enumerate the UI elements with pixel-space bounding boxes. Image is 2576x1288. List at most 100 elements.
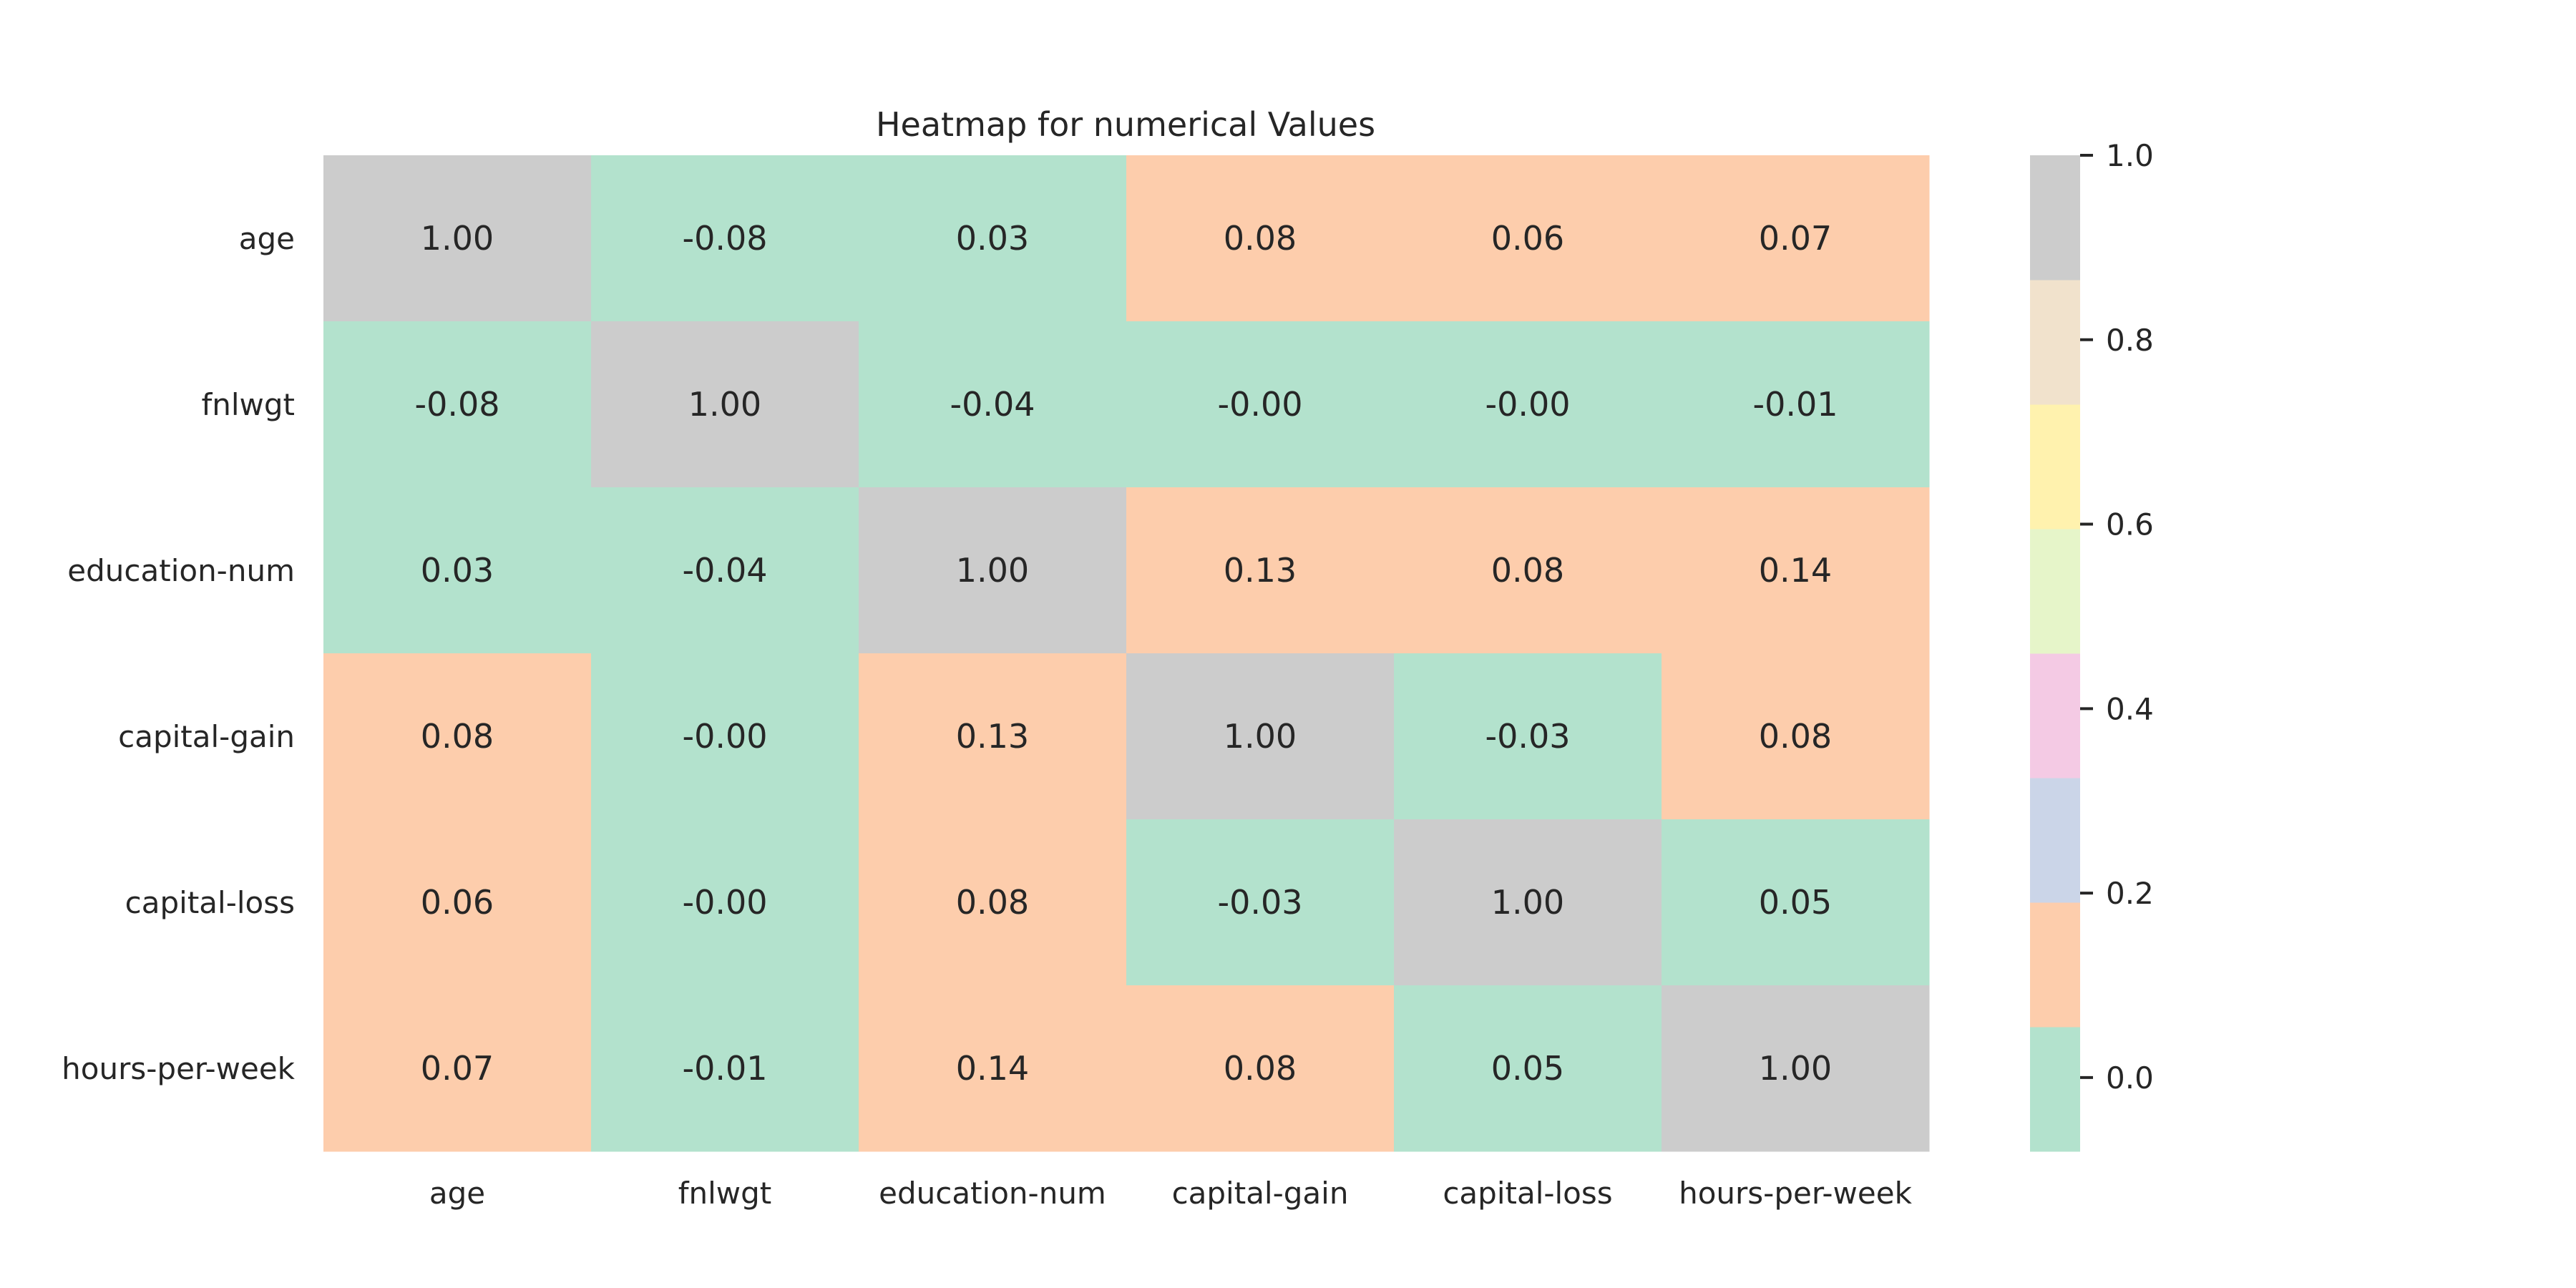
heatmap-cell <box>591 155 859 322</box>
chart-title: Heatmap for numerical Values <box>876 105 1375 144</box>
cell-value-label: 1.00 <box>1759 1049 1832 1088</box>
cell-value-label: 0.14 <box>956 1049 1029 1088</box>
colorbar-tick-label: 0.6 <box>2106 507 2154 542</box>
heatmap-cell <box>323 487 592 654</box>
y-tick-label: education-num <box>67 553 295 588</box>
colorbar-segment <box>2030 529 2080 654</box>
cell-value-label: 0.13 <box>956 717 1029 756</box>
heatmap-cell <box>859 155 1127 322</box>
heatmap-cell <box>859 653 1127 820</box>
heatmap-cell <box>323 321 592 488</box>
y-axis-tick-labels: age fnlwgt education-num capital-gain capita… <box>62 221 296 1086</box>
heatmap-cell <box>323 819 592 986</box>
heatmap-cell <box>591 653 859 820</box>
heatmap-cell <box>1662 487 1930 654</box>
heatmap-cells <box>323 155 1930 1152</box>
colorbar-segment <box>2030 404 2080 530</box>
heatmap-cell <box>323 155 592 322</box>
cell-value-label: 0.08 <box>421 717 494 756</box>
cell-value-label: 0.08 <box>1759 717 1832 756</box>
y-tick-label: age <box>239 221 295 256</box>
cell-value-label: -0.01 <box>682 1049 767 1088</box>
heatmap-cell <box>1394 487 1662 654</box>
cell-value-label: 0.14 <box>1759 551 1832 590</box>
heatmap-cell <box>1662 985 1930 1152</box>
cell-value-label: -0.00 <box>682 883 767 922</box>
colorbar-tick-label: 0.4 <box>2106 691 2154 726</box>
cell-value-label: -0.08 <box>682 219 767 258</box>
colorbar-segment <box>2030 778 2080 903</box>
cell-value-label: -0.00 <box>682 717 767 756</box>
colorbar-tick-label: 0.8 <box>2106 323 2154 358</box>
colorbar-segment <box>2030 1027 2080 1152</box>
cell-value-label: 1.00 <box>421 219 494 258</box>
colorbar-tick-label: 0.0 <box>2106 1060 2154 1096</box>
heatmap-cell-labels: 1.00 -0.08 0.03 0.08 0.06 0.07 -0.08 1.00 -0.04 -… <box>414 219 1838 1088</box>
heatmap-cell <box>1126 487 1395 654</box>
heatmap-cell <box>1394 819 1662 986</box>
heatmap-cell <box>859 487 1127 654</box>
colorbar-segment <box>2030 155 2080 280</box>
cell-value-label: -0.04 <box>950 385 1035 424</box>
heatmap-cell <box>859 321 1127 488</box>
heatmap-cell <box>1126 985 1395 1152</box>
cell-value-label: 1.00 <box>1224 717 1297 756</box>
heatmap-cell <box>1662 653 1930 820</box>
y-tick-label: capital-loss <box>125 885 295 920</box>
x-tick-label: capital-gain <box>1172 1176 1349 1211</box>
cell-value-label: 0.05 <box>1491 1049 1564 1088</box>
cell-value-label: -0.04 <box>682 551 767 590</box>
heatmap-cell <box>1662 321 1930 488</box>
cell-value-label: 0.03 <box>421 551 494 590</box>
heatmap-cell <box>1394 321 1662 488</box>
cell-value-label: -0.01 <box>1752 385 1838 424</box>
cell-value-label: 1.00 <box>1491 883 1564 922</box>
x-tick-label: education-num <box>879 1176 1106 1211</box>
cell-value-label: 0.08 <box>1224 1049 1297 1088</box>
heatmap-cell <box>1394 985 1662 1152</box>
heatmap-cell <box>591 985 859 1152</box>
heatmap-cell <box>859 985 1127 1152</box>
x-axis-tick-labels: age fnlwgt education-num capital-gain capita… <box>429 1176 1913 1211</box>
heatmap-cell <box>591 321 859 488</box>
heatmap-cell <box>1126 321 1395 488</box>
x-tick-label: fnlwgt <box>678 1176 772 1211</box>
cell-value-label: 0.07 <box>421 1049 494 1088</box>
heatmap-cell <box>1394 155 1662 322</box>
heatmap-cell <box>1126 819 1395 986</box>
colorbar-tick-label: 1.0 <box>2106 138 2154 173</box>
heatmap-cell <box>591 819 859 986</box>
cell-value-label: -0.00 <box>1485 385 1570 424</box>
cell-value-label: -0.08 <box>414 385 499 424</box>
heatmap-cell <box>323 985 592 1152</box>
cell-value-label: 0.13 <box>1224 551 1297 590</box>
heatmap-cell <box>859 819 1127 986</box>
cell-value-label: 0.05 <box>1759 883 1832 922</box>
y-tick-label: fnlwgt <box>201 387 295 422</box>
y-tick-label: capital-gain <box>118 719 295 754</box>
heatmap-cell <box>1662 155 1930 322</box>
cell-value-label: -0.00 <box>1217 385 1302 424</box>
cell-value-label: 1.00 <box>688 385 761 424</box>
cell-value-label: 0.06 <box>421 883 494 922</box>
heatmap-cell <box>1126 155 1395 322</box>
colorbar-segment <box>2030 280 2080 405</box>
cell-value-label: -0.03 <box>1217 883 1302 922</box>
heatmap-cell <box>1394 653 1662 820</box>
cell-value-label: 0.08 <box>956 883 1029 922</box>
cell-value-label: 0.03 <box>956 219 1029 258</box>
heatmap-cell <box>591 487 859 654</box>
cell-value-label: 1.00 <box>956 551 1029 590</box>
y-tick-label: hours-per-week <box>62 1051 296 1086</box>
cell-value-label: 0.06 <box>1491 219 1564 258</box>
cell-value-label: 0.08 <box>1491 551 1564 590</box>
heatmap-cell <box>1126 653 1395 820</box>
x-tick-label: capital-loss <box>1443 1176 1612 1211</box>
heatmap-cell <box>323 653 592 820</box>
colorbar-tick-label: 0.2 <box>2106 876 2154 911</box>
cell-value-label: -0.03 <box>1485 717 1570 756</box>
colorbar-segment <box>2030 653 2080 779</box>
cell-value-label: 0.07 <box>1759 219 1832 258</box>
x-tick-label: hours-per-week <box>1679 1176 1913 1211</box>
